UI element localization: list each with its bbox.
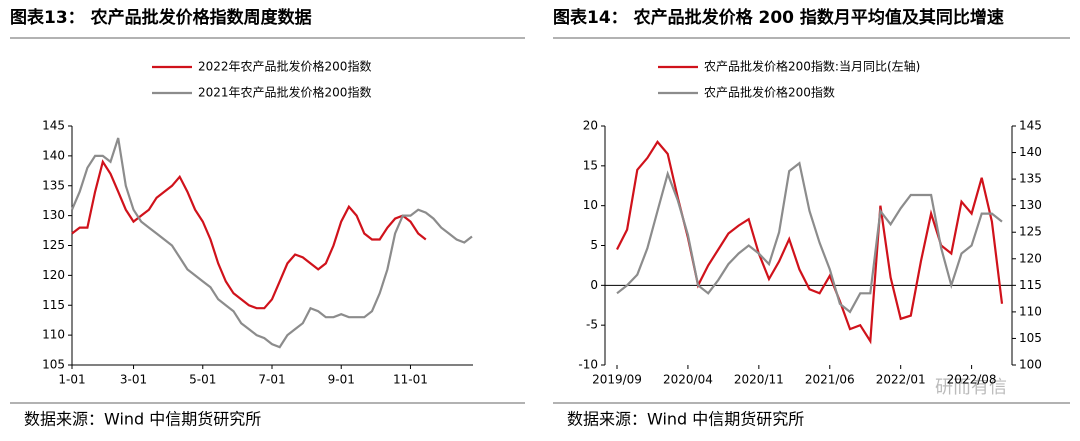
y-tick-label: 0 xyxy=(590,278,598,292)
x-tick-label: 11-01 xyxy=(393,373,428,387)
x-tick-label: 2022/01 xyxy=(876,373,926,387)
x-tick-label: 9-01 xyxy=(328,373,355,387)
y-tick-label: -5 xyxy=(586,318,598,332)
y2-tick-label: 105 xyxy=(1019,331,1042,345)
source: 数据来源：Wind 中信期货研究所 xyxy=(24,410,261,429)
y-tick-label: 135 xyxy=(42,178,65,192)
y-tick-label: 120 xyxy=(42,268,65,282)
y-tick-label: 130 xyxy=(42,208,65,222)
x-tick-label: 2021/06 xyxy=(805,373,855,387)
series-line xyxy=(616,161,1003,314)
legend-label: 2022年农产品批发价格200指数 xyxy=(198,59,371,74)
legend-label: 农产品批发价格200指数:当月同比(左轴) xyxy=(704,59,920,74)
chart-title: 图表13： 农产品批发价格指数周度数据 xyxy=(10,7,312,28)
source: 数据来源：Wind 中信期货研究所 xyxy=(567,410,804,429)
series-line xyxy=(70,137,473,349)
series-line xyxy=(616,140,1004,345)
x-tick-label: 5-01 xyxy=(189,373,216,387)
watermark: 研而有信 xyxy=(935,377,1007,398)
y-tick-label: 5 xyxy=(590,238,598,252)
x-tick-label: 3-01 xyxy=(120,373,147,387)
y2-tick-label: 140 xyxy=(1019,145,1042,159)
x-tick-label: 2020/04 xyxy=(663,373,713,387)
series-line xyxy=(71,159,427,310)
x-tick-label: 1-01 xyxy=(58,373,85,387)
y-tick-label: -10 xyxy=(578,358,598,372)
y2-tick-label: 110 xyxy=(1019,304,1042,318)
y-tick-label: 110 xyxy=(42,328,65,342)
y2-tick-label: 130 xyxy=(1019,198,1042,212)
x-tick-label: 2020/11 xyxy=(734,373,784,387)
y-tick-label: 15 xyxy=(583,158,598,172)
y-tick-label: 125 xyxy=(42,238,65,252)
chart-title: 图表14： 农产品批发价格 200 指数月平均值及其同比增速 xyxy=(553,7,1004,28)
y2-tick-label: 120 xyxy=(1019,251,1042,265)
x-tick-label: 7-01 xyxy=(258,373,285,387)
y2-tick-label: 125 xyxy=(1019,225,1042,239)
y-tick-label: 115 xyxy=(42,298,65,312)
y2-tick-label: 145 xyxy=(1019,119,1042,133)
y2-tick-label: 115 xyxy=(1019,278,1042,292)
y-tick-label: 105 xyxy=(42,358,65,372)
legend-label: 农产品批发价格200指数 xyxy=(704,85,835,100)
x-tick-label: 2019/09 xyxy=(592,373,642,387)
y2-tick-label: 100 xyxy=(1019,358,1042,372)
y-tick-label: 140 xyxy=(42,148,65,162)
y-tick-label: 145 xyxy=(42,119,65,133)
y2-tick-label: 135 xyxy=(1019,172,1042,186)
y-tick-label: 20 xyxy=(583,119,598,133)
x-tick-label: 2022/08 xyxy=(947,373,997,387)
y-tick-label: 10 xyxy=(583,198,598,212)
legend-label: 2021年农产品批发价格200指数 xyxy=(198,85,371,100)
